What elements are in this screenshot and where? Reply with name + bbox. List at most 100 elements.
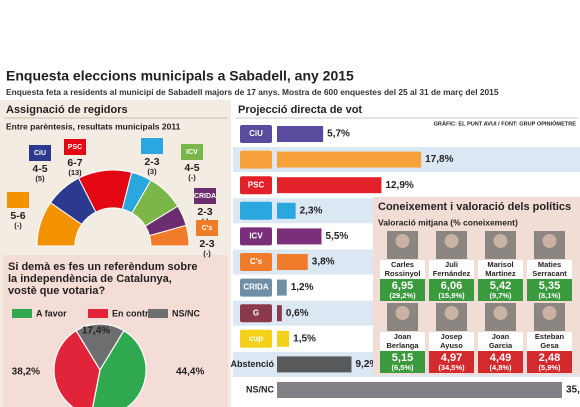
legend-swatch — [148, 309, 168, 318]
score: 6,95 — [392, 280, 413, 292]
photo-face — [493, 306, 508, 320]
party-logo — [240, 176, 272, 195]
person-last-name: Berlanga — [386, 341, 419, 350]
seat-segment — [148, 224, 190, 247]
party-logo — [240, 201, 272, 220]
party-logo — [181, 144, 203, 160]
bar — [277, 305, 282, 322]
category-label: G — [253, 308, 259, 317]
score-box — [429, 279, 474, 301]
name-box — [478, 260, 523, 279]
legend-label: NS/NC — [172, 308, 201, 318]
knowledge: (5,9%) — [538, 363, 561, 372]
party-logo — [64, 139, 86, 155]
bar-title: Projecció directa de vot — [238, 104, 362, 116]
value-label: 17,4% — [82, 326, 110, 337]
legend-label: A favor — [36, 308, 67, 318]
hemicycle-chart: 5-6(-)CiU4-5(5)PSC6-7(13)2-3(3)ICV4-5(-)… — [7, 138, 218, 258]
legend-swatch — [88, 309, 108, 318]
person-last-name: Rossinyol — [385, 269, 421, 278]
score: 2,48 — [539, 352, 560, 364]
seat-label: 2-3 — [199, 238, 214, 250]
person-first-name: Juli — [445, 260, 458, 269]
person-first-name: Marisol — [487, 260, 513, 269]
person-first-name: Joan — [492, 332, 510, 341]
value-label: 35,2% — [566, 385, 580, 396]
party-logo — [194, 188, 216, 204]
previous-label: (-) — [14, 221, 22, 230]
name-box — [380, 260, 425, 279]
party-logo — [240, 329, 272, 348]
seat-label: 4-5 — [32, 163, 47, 175]
party-logo — [196, 220, 218, 236]
knowledge: (9,7%) — [489, 291, 512, 300]
person-last-name: Ayuso — [440, 341, 463, 350]
previous-label: (3) — [147, 167, 157, 176]
pie-slice — [53, 329, 101, 407]
bar — [277, 228, 322, 245]
score-box — [478, 279, 523, 301]
hemicycle-subtitle: Entre parèntesis, resultats municipals 2… — [6, 121, 181, 131]
value-label: 1,2% — [291, 282, 314, 293]
previous-label: (5) — [35, 174, 45, 183]
photo-face — [444, 306, 459, 320]
knowledge: (8,1%) — [538, 291, 561, 300]
pie-slice — [92, 329, 147, 407]
seat-label: 6-7 — [67, 157, 82, 169]
category-label: C's — [250, 257, 263, 266]
bar — [277, 177, 382, 194]
name-box — [527, 260, 572, 279]
previous-label: (-) — [188, 173, 196, 182]
ratings-title: Coneixement i valoració dels polítics — [378, 201, 571, 213]
ratings-subtitle: Valoració mitjana (% coneixement) — [378, 217, 518, 227]
bar — [277, 356, 352, 373]
legend-swatch — [12, 309, 32, 318]
category-label: CiU — [249, 129, 263, 138]
pie-title: vostè que votaria? — [8, 285, 105, 297]
value-label: 12,9% — [385, 180, 413, 191]
party-logo — [240, 304, 272, 323]
person-first-name: Joan — [394, 332, 412, 341]
score-box — [478, 351, 523, 373]
person-last-name: Garcia — [489, 341, 513, 350]
pie-title: Si demà es fes un referèndum sobre — [8, 261, 198, 273]
bar — [277, 382, 562, 398]
bar — [277, 151, 422, 168]
name-box — [380, 332, 425, 351]
party-logo — [141, 138, 163, 154]
value-label: 38,2% — [12, 367, 40, 378]
photo-face — [444, 234, 459, 248]
name-box — [527, 332, 572, 351]
name-box — [429, 332, 474, 351]
category-label: NS/NC — [246, 384, 275, 394]
value-label: 9,2% — [355, 359, 378, 370]
value-label: 5,7% — [327, 129, 350, 140]
party-logo — [7, 192, 29, 208]
value-label: 0,6% — [286, 308, 309, 319]
pie-title: la independència de Catalunya, — [8, 273, 172, 285]
name-box — [478, 332, 523, 351]
score: 6,06 — [441, 280, 462, 292]
score: 4,49 — [490, 352, 511, 364]
person-last-name: Serracant — [532, 269, 567, 278]
title: Enquesta eleccions municipals a Sabadell… — [6, 68, 354, 84]
photo-face — [395, 234, 410, 248]
party-logo — [240, 150, 272, 169]
photo-face — [493, 234, 508, 248]
score-box — [527, 279, 572, 301]
bar — [277, 202, 296, 219]
category-label: ICV — [249, 232, 263, 241]
knowledge: (29,2%) — [389, 291, 416, 300]
value-label: 2,3% — [300, 205, 323, 216]
seat-label: 4-5 — [184, 162, 199, 174]
seat-label: 2-3 — [144, 156, 159, 168]
subtitle: Enquesta feta a residents al municipi de… — [6, 87, 499, 97]
score-box — [380, 279, 425, 301]
party-name: CRIDA — [194, 193, 216, 200]
party-name: C's — [202, 225, 213, 232]
value-label: 3,8% — [312, 257, 335, 268]
party-logo — [29, 145, 51, 161]
